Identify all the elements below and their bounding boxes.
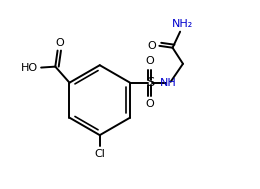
Text: NH: NH	[160, 78, 177, 88]
Text: O: O	[55, 38, 64, 48]
Text: NH₂: NH₂	[172, 19, 194, 29]
Text: O: O	[147, 41, 156, 51]
Text: Cl: Cl	[94, 149, 105, 159]
Text: O: O	[146, 99, 154, 109]
Text: O: O	[146, 56, 154, 66]
Text: S: S	[146, 76, 154, 89]
Text: HO: HO	[21, 63, 38, 73]
